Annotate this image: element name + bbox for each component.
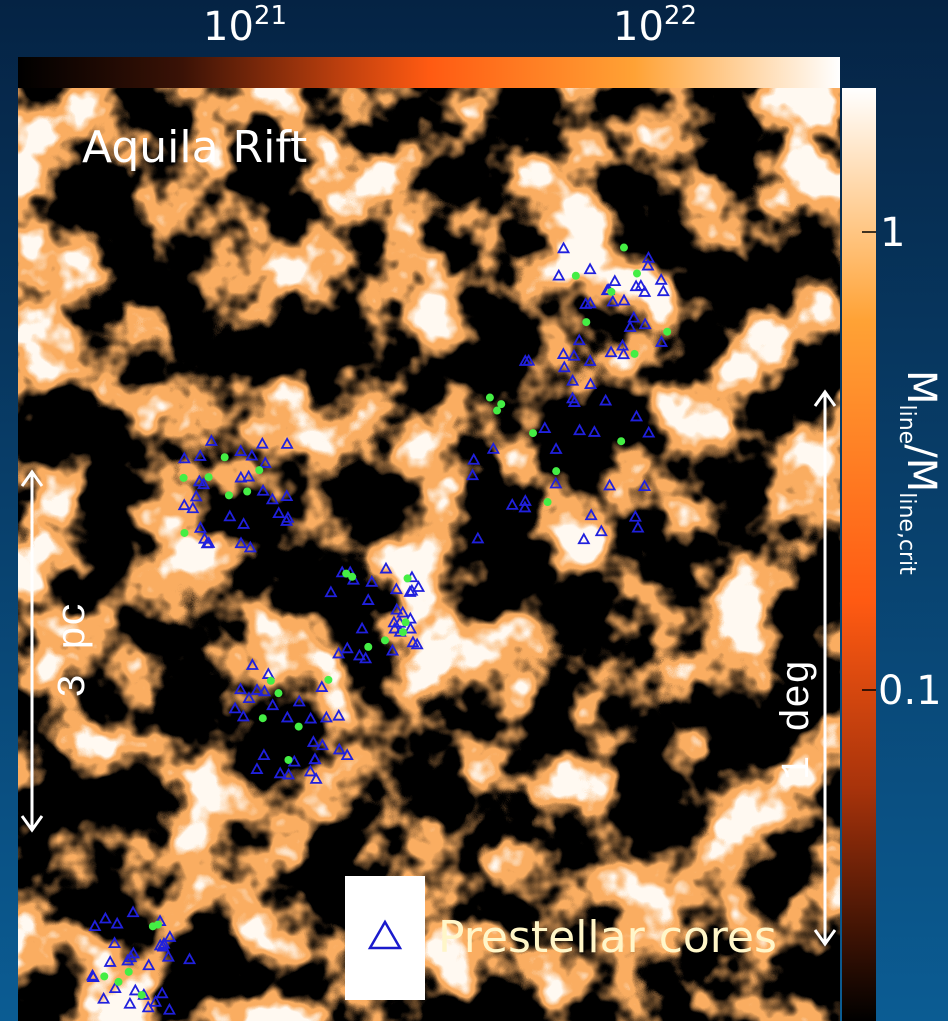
top-colorbar bbox=[18, 57, 840, 88]
protostar-marker bbox=[529, 429, 537, 437]
dense-regions bbox=[18, 88, 840, 1021]
protostar-marker bbox=[225, 491, 233, 499]
scale-bar-label: 1 deg bbox=[776, 660, 821, 780]
protostar-marker bbox=[486, 394, 494, 402]
protostar-marker bbox=[138, 991, 146, 999]
protostar-marker bbox=[617, 437, 625, 445]
right-colorbar bbox=[842, 88, 876, 1021]
protostar-marker bbox=[572, 272, 580, 280]
map bbox=[18, 88, 840, 1021]
protostar-marker bbox=[582, 318, 590, 326]
protostar-marker bbox=[493, 407, 501, 415]
protostar-marker bbox=[607, 288, 615, 296]
legend-box bbox=[345, 876, 425, 1000]
protostar-marker bbox=[342, 570, 350, 578]
map-title: Aquila Rift bbox=[82, 122, 307, 173]
protostar-marker bbox=[114, 978, 122, 986]
protostar-marker bbox=[620, 244, 628, 252]
protostar-marker bbox=[631, 350, 639, 358]
protostar-marker bbox=[544, 498, 552, 506]
protostar-marker bbox=[255, 466, 263, 474]
protostar-marker bbox=[663, 328, 671, 336]
protostar-marker bbox=[633, 269, 641, 277]
protostar-marker bbox=[243, 488, 251, 496]
colorbar-tick-label: 0.1 bbox=[878, 668, 942, 714]
protostar-marker bbox=[267, 677, 275, 685]
protostar-marker bbox=[100, 972, 108, 980]
protostar-marker bbox=[284, 756, 292, 764]
protostar-marker bbox=[221, 453, 229, 461]
protostar-marker bbox=[381, 636, 389, 644]
protostar-marker bbox=[399, 628, 407, 636]
protostar-marker bbox=[149, 922, 157, 930]
protostar-marker bbox=[180, 474, 188, 482]
protostar-marker bbox=[205, 473, 213, 481]
protostar-marker bbox=[324, 676, 332, 684]
legend-label: Prestellar cores bbox=[438, 912, 777, 963]
protostar-marker bbox=[404, 574, 412, 582]
protostar-marker bbox=[259, 714, 267, 722]
protostar-marker bbox=[295, 723, 303, 731]
scale-bar-label: 3 pc bbox=[52, 602, 97, 698]
colorbar-tick-label: 1 bbox=[880, 210, 905, 256]
protostar-marker bbox=[402, 618, 410, 626]
protostar-marker bbox=[552, 467, 560, 475]
protostar-marker bbox=[274, 689, 282, 697]
protostar-marker bbox=[180, 529, 188, 537]
protostar-marker bbox=[364, 643, 372, 651]
protostar-marker bbox=[125, 968, 133, 976]
figure: 1021 1022 1 0.1 Mline/Mline,crit Aquila … bbox=[0, 0, 948, 1021]
